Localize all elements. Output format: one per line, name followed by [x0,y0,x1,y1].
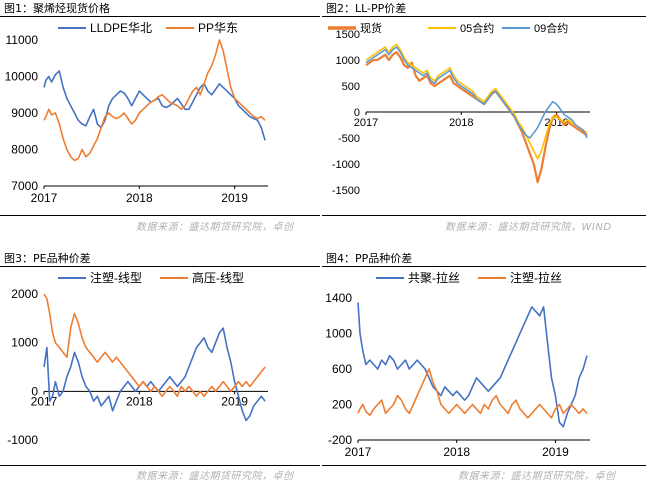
y-tick-label: 11000 [6,33,39,47]
legend-label-2: 注塑-拉丝 [510,270,562,285]
chart3-title-rule [0,266,320,267]
x-tick-label: 2018 [126,191,153,205]
chart2-bottom-rule [322,215,646,216]
x-tick-label: 2019 [542,445,569,459]
y-tick-label: 1000 [11,336,38,350]
x-tick-label: 2017 [31,191,58,205]
x-tick-label: 2019 [221,394,248,408]
legend-label-2: 05合约 [460,21,494,35]
chart4-plot: -200 200 600 1000 1400 2017 2018 2019 共聚-拉丝 注塑-拉丝 [325,270,590,459]
y-tick-label: 9000 [11,106,38,120]
y-tick-label: -1500 [332,185,360,197]
y-tick-label: 7000 [11,179,38,193]
chart4-title-rule [322,266,646,267]
chart1-title-rule [0,16,320,17]
legend-label-3: 09合约 [534,21,568,35]
y-tick-label: 600 [332,362,352,376]
y-tick-label: -200 [328,433,352,447]
series-line-3 [365,46,588,139]
x-tick-label: 2018 [443,445,470,459]
series-line-2 [43,293,266,397]
y-tick-label: -500 [338,133,360,145]
chart2-source: 数据来源：盛达期货研究院，WIND [445,222,612,233]
chart1-plot: 7000 8000 9000 10000 11000 2017 2018 2019 LLDPE华… [5,21,268,205]
x-tick-label: 2017 [31,394,58,408]
chart1-bottom-rule [0,215,320,216]
y-tick-label: 0 [31,384,38,398]
series-line-1 [43,327,266,422]
y-tick-label: 10000 [5,70,39,84]
y-tick-label: 0 [354,107,360,119]
legend-label-2: PP华东 [198,21,238,35]
y-tick-label: 500 [342,81,360,93]
y-tick-label: 1000 [325,327,352,341]
series-line-2 [43,39,266,162]
series-line-1 [43,70,266,141]
y-tick-label: 8000 [11,143,38,157]
series-line-2 [357,368,588,419]
y-tick-label: -1000 [7,433,38,447]
x-tick-label: 2018 [126,394,153,408]
series-line-2 [365,43,588,160]
chart1-title: 图1：聚烯烃现货价格 [4,2,110,15]
y-tick-label: 2000 [11,287,38,301]
y-tick-label: 200 [332,398,352,412]
y-tick-label: 1500 [336,29,360,41]
y-tick-label: 1000 [336,55,360,67]
y-tick-label: 1400 [325,291,352,305]
legend-label-1: 现货 [360,21,382,35]
chart3-title: 图3：PE品种价差 [4,252,91,265]
legend-label-2: 高压-线型 [192,270,244,285]
chart3-plot: -1000 0 1000 2000 2017 2018 2019 注塑-线型 高压-线型 [7,270,268,447]
chart4-source: 数据来源：盛达期货研究院，卓创 [458,471,616,482]
chart3-source: 数据来源：盛达期货研究院，卓创 [136,471,294,482]
chart4-title: 图4：PP品种价差 [326,252,413,265]
chart3-bottom-rule [0,465,320,466]
legend-label-1: 注塑-线型 [90,270,142,285]
x-tick-label: 2019 [221,191,248,205]
legend-label-1: 共聚-拉丝 [408,270,460,285]
chart2-title: 图2：LL-PP价差 [326,2,407,15]
series-line-1 [357,302,588,428]
x-tick-label: 2018 [449,117,473,129]
x-tick-label: 2017 [354,117,378,129]
legend-label-1: LLDPE华北 [90,21,152,35]
y-tick-label: -1000 [332,159,360,171]
chart4-bottom-rule [322,465,646,466]
chart1-source: 数据来源：盛达期货研究院，卓创 [136,222,294,233]
chart2-title-rule [322,16,646,17]
x-tick-label: 2017 [345,445,372,459]
